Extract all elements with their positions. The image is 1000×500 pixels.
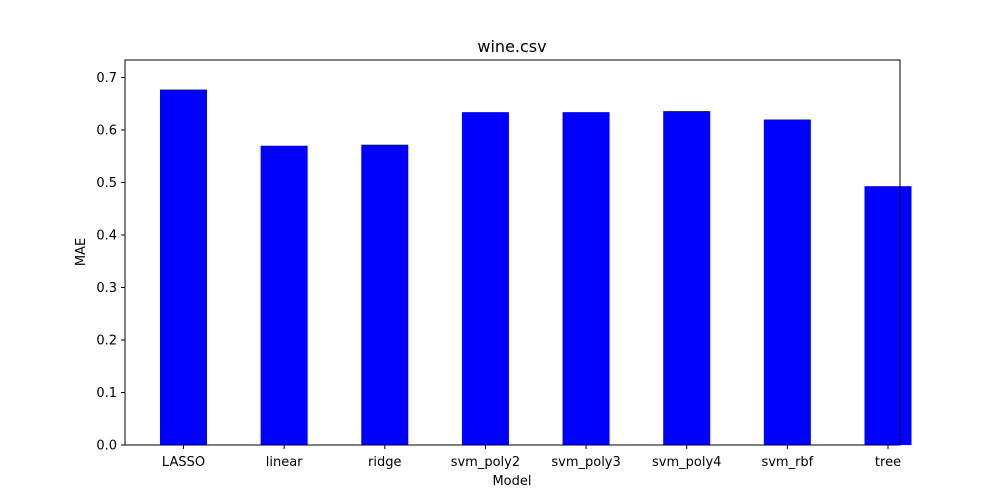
bar-svm_poly4 <box>663 111 711 445</box>
y-axis: 0.0 0.1 0.2 0.3 0.4 0.5 0.6 0.7 <box>96 71 125 454</box>
x-tick-label-svm_rbf: svm_rbf <box>761 455 813 470</box>
x-tick-label-linear: linear <box>266 455 303 470</box>
bar-LASSO <box>160 89 207 445</box>
x-tick-label-ridge: ridge <box>368 455 401 470</box>
y-tick-label-0.4: 0.4 <box>96 229 117 244</box>
bar-svm_rbf <box>763 119 811 445</box>
bar-tree <box>864 186 912 446</box>
bar-svm_poly3 <box>562 112 610 446</box>
y-tick-label-0.6: 0.6 <box>96 124 117 139</box>
bar-linear <box>260 145 308 445</box>
chart-title: wine.csv <box>477 37 546 56</box>
y-tick-label-0.7: 0.7 <box>96 71 117 86</box>
x-tick-label-svm_poly2: svm_poly2 <box>451 455 520 470</box>
y-tick-label-0.1: 0.1 <box>96 386 117 401</box>
y-tick-label-0.3: 0.3 <box>96 281 117 296</box>
bar-ridge <box>361 144 409 445</box>
x-tick-label-svm_poly4: svm_poly4 <box>652 455 721 470</box>
x-axis: LASSO linear ridge svm_poly2 svm_poly3 svm_po… <box>162 445 901 470</box>
x-tick-label-tree: tree <box>875 455 901 470</box>
x-axis-label: Model <box>492 474 531 489</box>
y-tick-label-0.2: 0.2 <box>96 334 117 349</box>
x-tick-label-svm_poly3: svm_poly3 <box>551 455 620 470</box>
y-axis-label: MAE <box>74 238 89 266</box>
x-tick-label-LASSO: LASSO <box>162 455 205 470</box>
bar-svm_poly2 <box>461 112 509 446</box>
bars-group <box>160 89 912 446</box>
y-tick-label-0.5: 0.5 <box>96 176 117 191</box>
y-tick-label-0.0: 0.0 <box>96 439 117 454</box>
plot-frame <box>124 59 901 446</box>
